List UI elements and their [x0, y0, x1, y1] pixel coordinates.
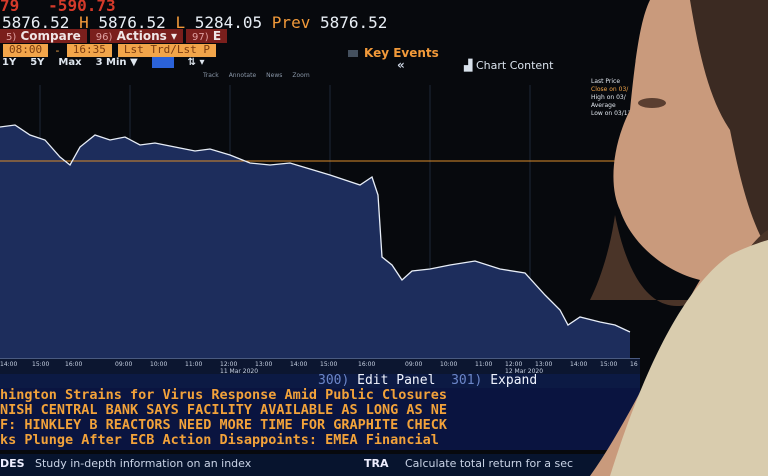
price-mode-select[interactable]: Lst Trd/Lst P	[117, 44, 216, 57]
axis-tick: 14:00	[0, 361, 18, 368]
panel-bar	[0, 374, 640, 388]
key-events-label: Key Events	[364, 46, 439, 60]
bar-chart-icon[interactable]: ⇅ ▾	[187, 57, 205, 68]
chart-icon: ▟	[464, 59, 476, 72]
axis-tick: 15:00	[600, 361, 618, 368]
axis-tick: 09:00	[115, 361, 133, 368]
news-headline[interactable]: F: HINKLEY B REACTORS NEED MORE TIME FOR…	[0, 417, 448, 433]
last-price: 5876.52	[2, 13, 70, 32]
news-headline[interactable]: ks Plunge After ECB Action Disappoints: …	[0, 432, 439, 448]
button-number: 97)	[191, 32, 209, 43]
axis-tick: 13:00	[535, 361, 553, 368]
low-value: 5284.05	[194, 13, 263, 32]
button-label: Actions ▾	[116, 29, 177, 43]
axis-tick: 14:00	[290, 361, 308, 368]
axis-tick: 11:00	[475, 361, 493, 368]
axis-tick: 15:00	[320, 361, 338, 368]
line-chart-icon[interactable]	[151, 57, 174, 68]
zoom-tool[interactable]: Zoom	[292, 72, 310, 79]
chart-legend: Last Price Close on 03/ High on 03/ Aver…	[591, 78, 631, 118]
legend-average: Average	[591, 102, 616, 109]
price-summary: 5876.52 H 5876.52 L 5284.05 Prev 5876.52	[2, 13, 387, 32]
checkbox-icon	[348, 50, 358, 57]
axis-tick: 16:00	[65, 361, 83, 368]
news-panel	[0, 388, 640, 450]
collapse-icon[interactable]: «	[397, 58, 405, 72]
high-label: H	[79, 13, 89, 32]
track-tool[interactable]: Track	[203, 72, 219, 79]
price-line	[0, 124, 631, 333]
function-code[interactable]: TRA	[364, 457, 389, 470]
time-range: 08:00 - 16:35 Lst Trd/Lst P	[3, 44, 216, 57]
time-axis: 14:00 15:00 16:00 09:00 10:00 11:00 12:00 13:00…	[0, 358, 640, 375]
axis-tick: 16:00	[358, 361, 376, 368]
change-partial: 79	[0, 0, 20, 15]
axis-tick: 15:00	[32, 361, 50, 368]
legend-last-price: Last Price	[591, 78, 621, 85]
axis-date: 11 Mar 2020	[220, 368, 259, 375]
period-selector: 1Y 5Y Max 3 Min ▼ ⇅ ▾	[2, 57, 205, 68]
change-value: -590.73	[48, 0, 116, 15]
axis-tick: 10:00	[440, 361, 458, 368]
edit-panel-button[interactable]: Edit Panel	[357, 373, 436, 388]
axis-tick: 13:00	[255, 361, 273, 368]
button-label: E	[212, 29, 222, 43]
chart-content-button[interactable]: ▟ Chart Content	[464, 59, 553, 72]
change-readout: 79 -590.73	[0, 0, 116, 15]
price-chart	[0, 85, 631, 358]
function-hints: DES Study in-depth information on an ind…	[0, 454, 640, 476]
key-events-toggle[interactable]: Key Events	[348, 46, 439, 60]
axis-tick: 14:00	[570, 361, 588, 368]
legend-close: Close on 03/	[591, 86, 629, 93]
axis-tick: 11:00	[185, 361, 203, 368]
annotate-tool[interactable]: Annotate	[228, 72, 257, 79]
expand-num: 301)	[451, 373, 483, 388]
button-number: 5)	[6, 32, 17, 43]
news-tool[interactable]: News	[266, 72, 283, 79]
end-time-field[interactable]: 16:35	[66, 44, 112, 57]
actions-button[interactable]: 96) Actions ▾	[89, 29, 183, 43]
period-3min[interactable]: 3 Min ▼	[95, 57, 138, 68]
news-headline[interactable]: hington Strains for Virus Response Amid …	[0, 387, 448, 403]
axis-tick: 12:00	[505, 361, 523, 368]
button-number: 96)	[95, 32, 113, 43]
action-bar: 5) Compare 96) Actions ▾ 97) E	[0, 29, 228, 43]
expand-button[interactable]: Expand	[490, 373, 538, 388]
legend-high: High on 03/	[591, 94, 626, 101]
button-label: Compare	[20, 29, 81, 43]
function-code[interactable]: DES	[0, 457, 25, 470]
axis-tick: 12:00	[220, 361, 238, 368]
compare-button[interactable]: 5) Compare	[0, 29, 87, 43]
legend-low: Low on 03/12	[591, 110, 632, 117]
axis-date: 12 Mar 2020	[505, 368, 544, 375]
edit-num: 300)	[318, 373, 350, 388]
function-desc: Study in-depth information on an index	[35, 457, 252, 470]
time-separator: -	[54, 44, 61, 57]
person-photo	[590, 0, 768, 476]
period-5y[interactable]: 5Y	[30, 57, 45, 68]
function-desc: Calculate total return for a sec	[405, 457, 574, 470]
axis-tick: 09:00	[405, 361, 423, 368]
period-max[interactable]: Max	[58, 57, 82, 68]
e-button[interactable]: 97) E	[185, 29, 228, 43]
start-time-field[interactable]: 08:00	[3, 44, 49, 57]
news-headline[interactable]: NISH CENTRAL BANK SAYS FACILITY AVAILABL…	[0, 402, 448, 418]
high-value: 5876.52	[98, 13, 166, 32]
period-1y[interactable]: 1Y	[2, 57, 17, 68]
chart-content-label: Chart Content	[475, 59, 554, 72]
panel-actions: 300) Edit Panel 301) Expand	[318, 373, 537, 388]
prev-label: Prev	[271, 13, 311, 32]
axis-tick: 16	[630, 361, 638, 368]
chart-tools: Track Annotate News Zoom	[203, 72, 310, 79]
low-label: L	[175, 13, 186, 32]
axis-tick: 10:00	[150, 361, 168, 368]
prev-value: 5876.52	[319, 13, 388, 32]
price-area	[0, 125, 630, 358]
